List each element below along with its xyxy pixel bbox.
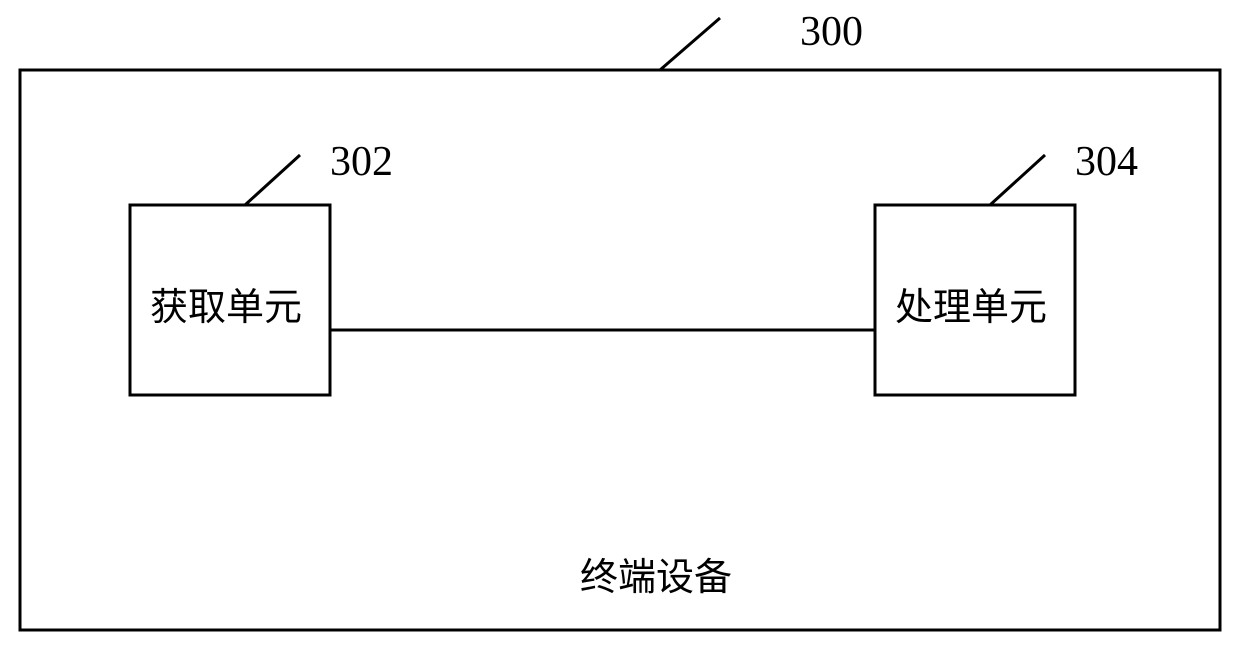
outer-ref-tick (660, 18, 720, 70)
outer-ref-number: 300 (800, 9, 863, 55)
block-process-ref-number: 304 (1075, 139, 1138, 185)
block-acquire-ref-tick (245, 155, 300, 205)
block-process-label: 处理单元 (895, 287, 1047, 329)
outer-box (20, 70, 1220, 630)
outer-caption: 终端设备 (580, 557, 732, 599)
block-process-ref-tick (990, 155, 1045, 205)
block-acquire-label: 获取单元 (150, 287, 302, 329)
block-acquire-ref-number: 302 (330, 139, 393, 185)
